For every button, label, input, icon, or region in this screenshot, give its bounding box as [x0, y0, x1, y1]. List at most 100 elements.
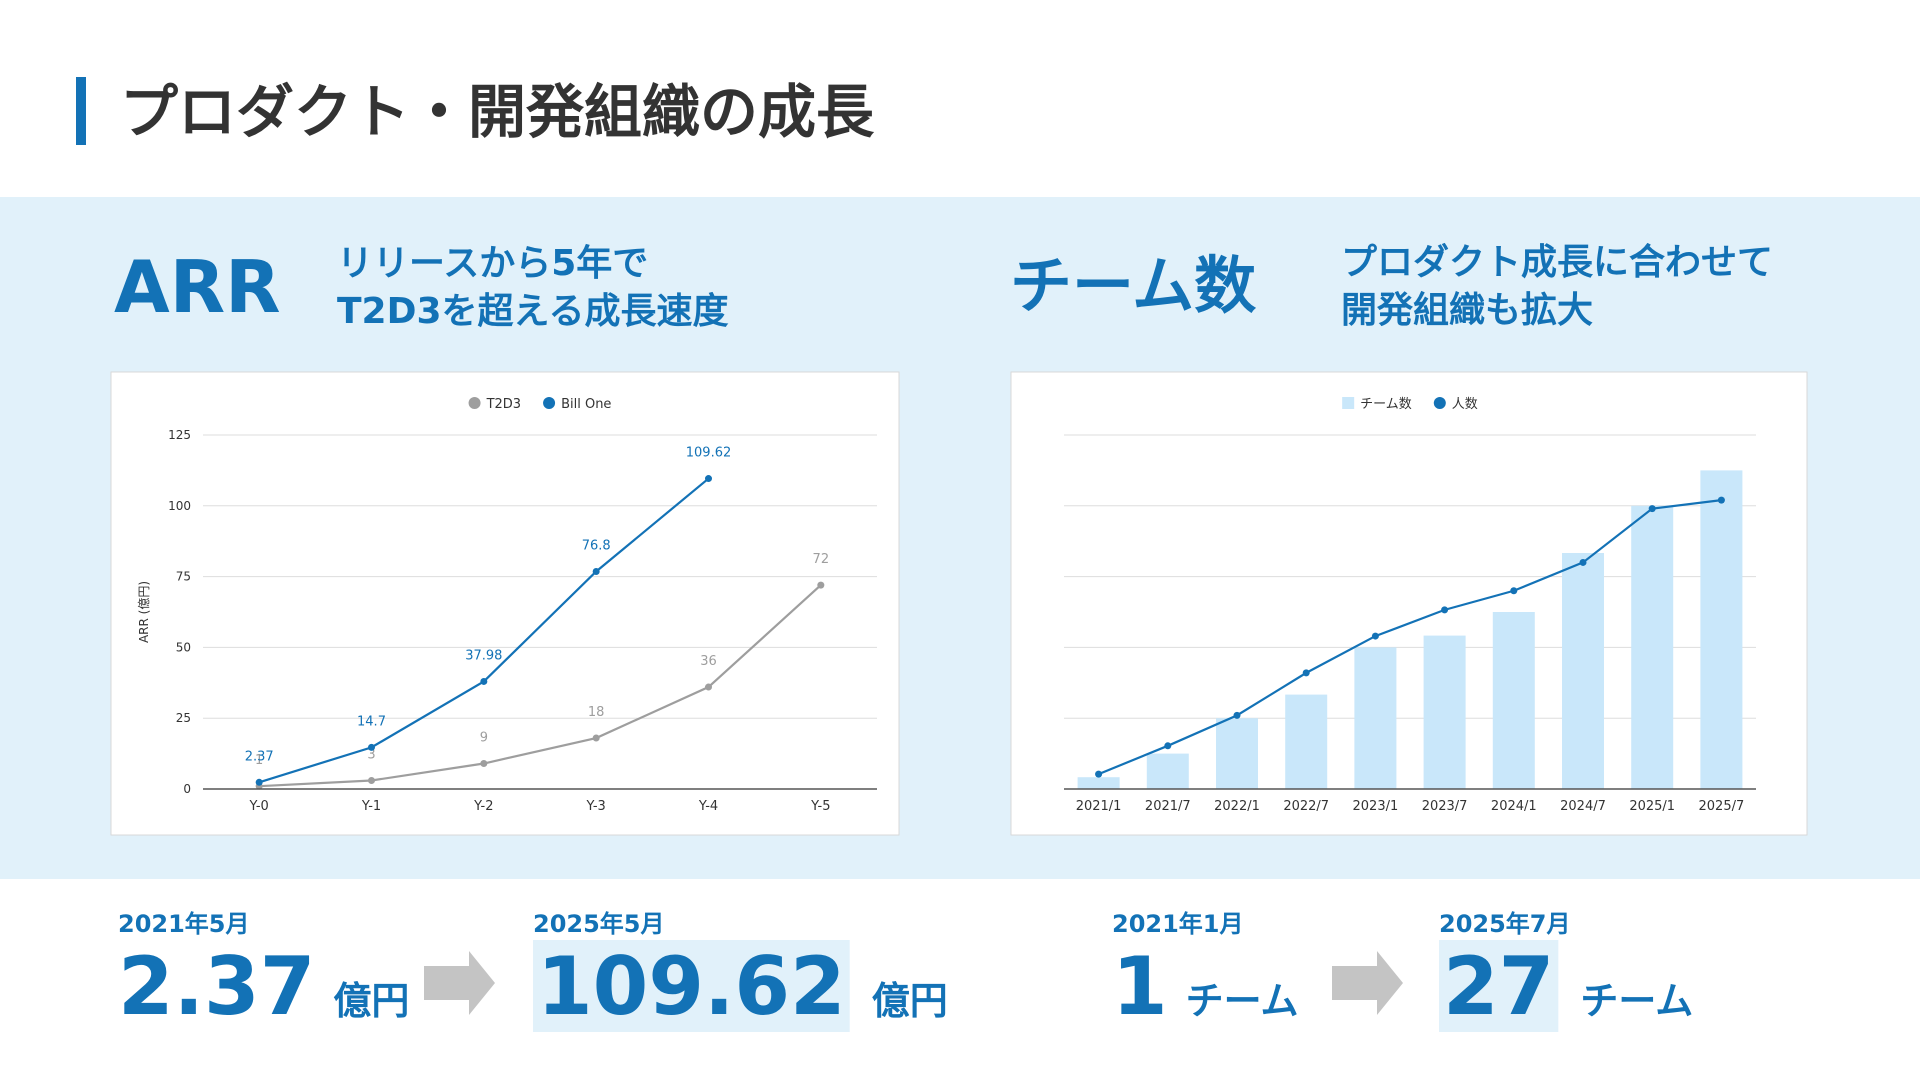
data-point [1302, 669, 1310, 677]
y-tick-label: 0 [183, 782, 191, 796]
x-tick-label: 2023/7 [1422, 799, 1468, 814]
legend-swatch [1342, 397, 1355, 409]
data-point [255, 778, 263, 786]
panel-subtitle: 開発組織も拡大 [1341, 290, 1593, 331]
data-point [480, 760, 488, 768]
stat-unit: 億円 [872, 979, 948, 1023]
bar [1562, 553, 1604, 789]
title-accent [76, 77, 86, 145]
x-tick-label: Y-1 [361, 799, 381, 814]
panel-subtitle: リリースから5年で [337, 243, 648, 284]
charts: 0 25 50 75 100 125 ARR (億円) Y-0 Y-1 Y-2 Y-3 Y-4 Y-5 1… [137, 397, 1756, 814]
data-point [368, 777, 375, 785]
data-label: 14.7 [357, 714, 386, 729]
legend: T2D3 Bill One [468, 397, 611, 412]
data-point [1717, 496, 1725, 504]
data-label: 109.62 [686, 446, 732, 461]
stat-highlight [533, 940, 850, 1032]
arrow [1332, 951, 1403, 1015]
stat-unit: 億円 [333, 979, 409, 1023]
data-label: 2.37 [245, 749, 274, 764]
x-tick-label: Y-2 [473, 799, 493, 814]
legend-label: T2D3 [486, 397, 522, 412]
data-point [1164, 742, 1172, 750]
data-point [1095, 770, 1103, 778]
x-tick-label: 2022/1 [1214, 799, 1260, 814]
legend-label: 人数 [1452, 397, 1478, 412]
x-tick-label: 2024/7 [1560, 799, 1606, 814]
bar [1700, 470, 1743, 789]
stat-date: 2025年5月 [533, 910, 665, 938]
stat-unit: チーム [1580, 979, 1693, 1023]
stat-value: 109.62 [537, 940, 846, 1033]
y-tick-label: 50 [176, 640, 191, 654]
stat-value: 2.37 [118, 940, 315, 1033]
panel-subtitle: プロダクト成長に合わせて [1341, 242, 1773, 283]
x-tick-label: Y-5 [810, 799, 830, 814]
bar [1423, 635, 1466, 789]
panel-heading: チーム数 [1010, 249, 1256, 322]
arrow [424, 951, 495, 1015]
data-point [592, 568, 600, 576]
legend-swatch [1433, 397, 1446, 409]
legend-label: Bill One [561, 397, 611, 412]
x-tick-label: Y-3 [585, 799, 605, 814]
bar [1146, 753, 1189, 789]
data-label: 37.98 [465, 648, 502, 663]
data-point [592, 734, 600, 742]
slide-title: プロダクト・開発組織の成長 [120, 78, 875, 146]
data-point [705, 475, 712, 483]
data-label: 72 [813, 552, 830, 567]
stat-date: 2025年7月 [1439, 910, 1571, 938]
data-label: 18 [588, 705, 605, 720]
data-point [1510, 587, 1518, 595]
bar [1631, 505, 1674, 789]
x-tick-label: 2025/1 [1629, 799, 1675, 814]
bar [1077, 777, 1120, 789]
data-point [1648, 505, 1656, 513]
panel-subtitle: T2D3を超える成長速度 [337, 291, 728, 332]
x-tick-label: 2024/1 [1491, 799, 1537, 814]
data-point [368, 743, 375, 751]
data-point [1579, 558, 1587, 566]
x-tick-label: 2022/7 [1283, 799, 1329, 814]
legend-label: チーム数 [1360, 397, 1412, 412]
data-label: 3 [367, 748, 375, 763]
chart-card [110, 371, 900, 836]
x-tick-label: 2021/7 [1145, 799, 1191, 814]
data-label: 9 [480, 731, 488, 746]
data-point [1371, 632, 1379, 640]
y-tick-label: 25 [176, 711, 191, 725]
series-line [259, 584, 822, 788]
bar [1492, 612, 1535, 789]
stat-highlight [1439, 940, 1559, 1032]
bar [1354, 647, 1397, 789]
data-point [705, 683, 712, 691]
data-point [480, 677, 488, 685]
bar [1216, 718, 1258, 789]
data-point [1441, 606, 1449, 614]
x-tick-label: 2021/1 [1076, 799, 1122, 814]
series-line [1098, 499, 1722, 776]
y-tick-label: 100 [168, 499, 191, 513]
bar [1285, 694, 1328, 789]
x-tick-label: 2023/1 [1353, 799, 1399, 814]
data-point [817, 581, 825, 589]
stat-date: 2021年1月 [1112, 910, 1244, 938]
legend-swatch [543, 397, 556, 409]
y-tick-label: 125 [168, 428, 191, 442]
x-tick-label: Y-4 [698, 799, 718, 814]
stat-date: 2021年5月 [118, 910, 250, 938]
y-axis-label: ARR (億円) [137, 581, 151, 643]
panel-heading: ARR [114, 245, 281, 329]
legend-swatch [468, 397, 481, 409]
legend: チーム数 人数 [1342, 397, 1478, 412]
data-label: 36 [700, 654, 717, 669]
stat-unit: チーム [1186, 979, 1299, 1023]
y-tick-label: 75 [176, 570, 191, 584]
data-label: 1 [255, 753, 263, 768]
stat-value: 1 [1112, 940, 1168, 1033]
